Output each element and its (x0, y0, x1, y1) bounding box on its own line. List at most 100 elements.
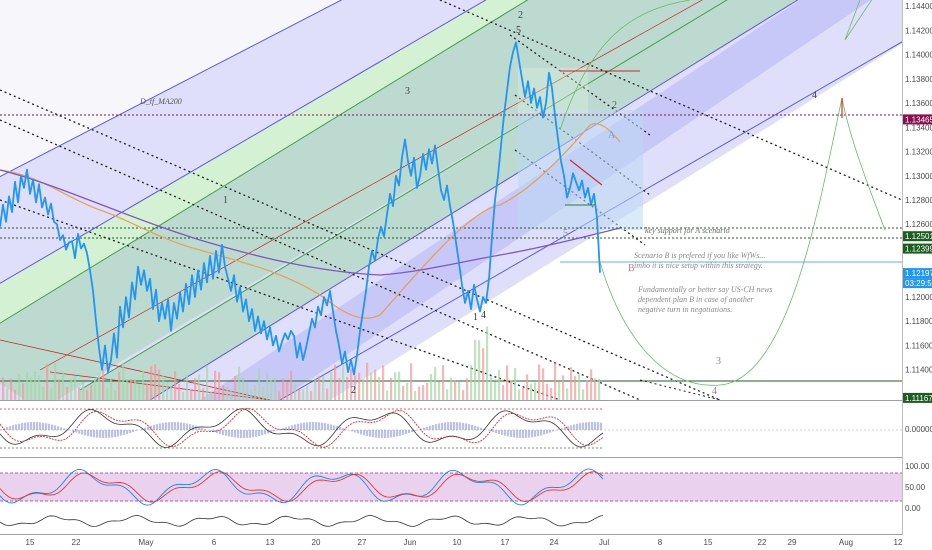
osc1-hist-bar (315, 422, 318, 430)
osc1-hist-bar (519, 430, 522, 438)
osc1-hist-bar (243, 430, 246, 438)
fan-line (0, 339, 271, 400)
volume-bar (78, 387, 81, 400)
osc1-hist-bar (240, 430, 243, 438)
osc1-hist-bar (360, 430, 363, 435)
osc1-line-red (0, 408, 604, 448)
wave-label: 2 (351, 385, 356, 396)
osc1-hist-bar (597, 422, 600, 430)
volume-bar (410, 363, 413, 400)
price-line (0, 41, 601, 376)
osc1-hist-bar (426, 426, 429, 431)
osc1-hist-bar (459, 422, 462, 431)
volume-bar (426, 382, 429, 400)
osc1-hist-bar (111, 430, 114, 438)
osc1-hist-bar (75, 430, 78, 433)
fundamental-text-2: dependent plan B in case of another (638, 295, 754, 304)
osc1-hist-bar (195, 425, 198, 431)
volume-bar (530, 383, 533, 400)
osc1-hist-bar (372, 430, 375, 438)
osc1-hist-bar (462, 422, 465, 430)
volume-bar (90, 384, 93, 400)
volume-bar (350, 368, 353, 400)
volume-bar (574, 376, 577, 400)
oscillator-2-pane (0, 468, 902, 527)
osc1-hist-bar (306, 422, 309, 430)
osc1-hist-bar (228, 430, 231, 437)
volume-bar (154, 364, 157, 400)
channel-band-blue-lower (0, 0, 871, 400)
osc1-hist-bar (168, 422, 171, 430)
projection-scenario-a (559, 0, 873, 131)
osc1-hist-bar (591, 422, 594, 431)
osc1-hist-bar (72, 430, 75, 432)
volume-bar (138, 384, 141, 400)
osc1-hist-bar (135, 430, 138, 431)
osc1-hist-bar (282, 428, 285, 431)
osc1-hist-bar (594, 422, 597, 430)
volume-bar (286, 381, 289, 400)
osc1-hist-bar (456, 422, 459, 430)
volume-bar (378, 376, 381, 400)
osc1-hist-bar (492, 430, 495, 432)
osc1-hist-bar (261, 430, 264, 436)
osc1-hist-bar (300, 423, 303, 431)
osc1-hist-bar (69, 430, 72, 431)
osc1-hist-bar (51, 424, 54, 430)
osc1-hist-bar (375, 430, 378, 438)
y-tick-label: 1.13200 (905, 148, 932, 157)
price-axis[interactable] (902, 0, 932, 535)
time-axis[interactable] (0, 535, 932, 550)
osc1-hist-bar (84, 430, 87, 436)
osc1-hist-bar (384, 430, 387, 438)
osc1-hist-bar (582, 422, 585, 430)
osc1-hist-bar (573, 424, 576, 431)
osc2-line-black (0, 515, 604, 527)
osc1-hist-bar (249, 430, 252, 438)
volume-bar (298, 389, 301, 400)
volume-bar (454, 379, 457, 400)
y-tick-label: 1.11800 (905, 317, 932, 326)
volume-bar (146, 383, 149, 400)
osc1-hist-bar (558, 429, 561, 430)
osc1-hist-bar (159, 423, 162, 430)
volume-bar (450, 377, 453, 400)
volume-bar (198, 374, 201, 400)
volume-bar (2, 377, 5, 400)
volume-bar (86, 389, 89, 400)
osc1-hist-bar (387, 430, 390, 438)
osc1-hist-bar (201, 427, 204, 430)
volume-bar (254, 385, 257, 400)
osc1-hist-bar (267, 430, 270, 434)
volume-bar (414, 390, 417, 400)
osc1-hist-bar (198, 426, 201, 430)
volume-bar (338, 378, 341, 400)
osc1-hist-bar (327, 423, 330, 430)
osc1-hist-bar (237, 430, 240, 438)
wave-label: 2 (612, 100, 617, 111)
x-tick-label: 22 (758, 538, 767, 547)
osc1-hist-bar (513, 430, 516, 438)
osc1-hist-bar (45, 423, 48, 430)
osc1-hist-bar (129, 430, 132, 433)
osc1-hist-bar (567, 426, 570, 430)
volume-bar (178, 384, 181, 400)
osc1-hist-bar (564, 427, 567, 430)
osc1-hist-bar (147, 426, 150, 430)
osc1-hist-bar (447, 422, 450, 430)
volume-bar (358, 372, 361, 400)
osc1-hist-bar (345, 429, 348, 431)
osc2-zone (0, 473, 902, 501)
volume-bar (14, 389, 17, 400)
volume-bar (222, 385, 225, 400)
osc1-hist-bar (252, 430, 255, 438)
x-axis-ticks: 15 22 May 6 13 20 27 Jun 10 17 24 Jul 8 15 22 29 Aug 12 (26, 538, 903, 547)
osc1-hist-bar (24, 422, 27, 431)
osc1-hist-bar (363, 430, 366, 436)
price-tag-bg (903, 231, 932, 242)
volume-bar (486, 326, 489, 400)
volume-bar (18, 374, 21, 400)
ma-label: D_tf_MA200 (139, 97, 182, 106)
volume-bar (418, 386, 421, 400)
